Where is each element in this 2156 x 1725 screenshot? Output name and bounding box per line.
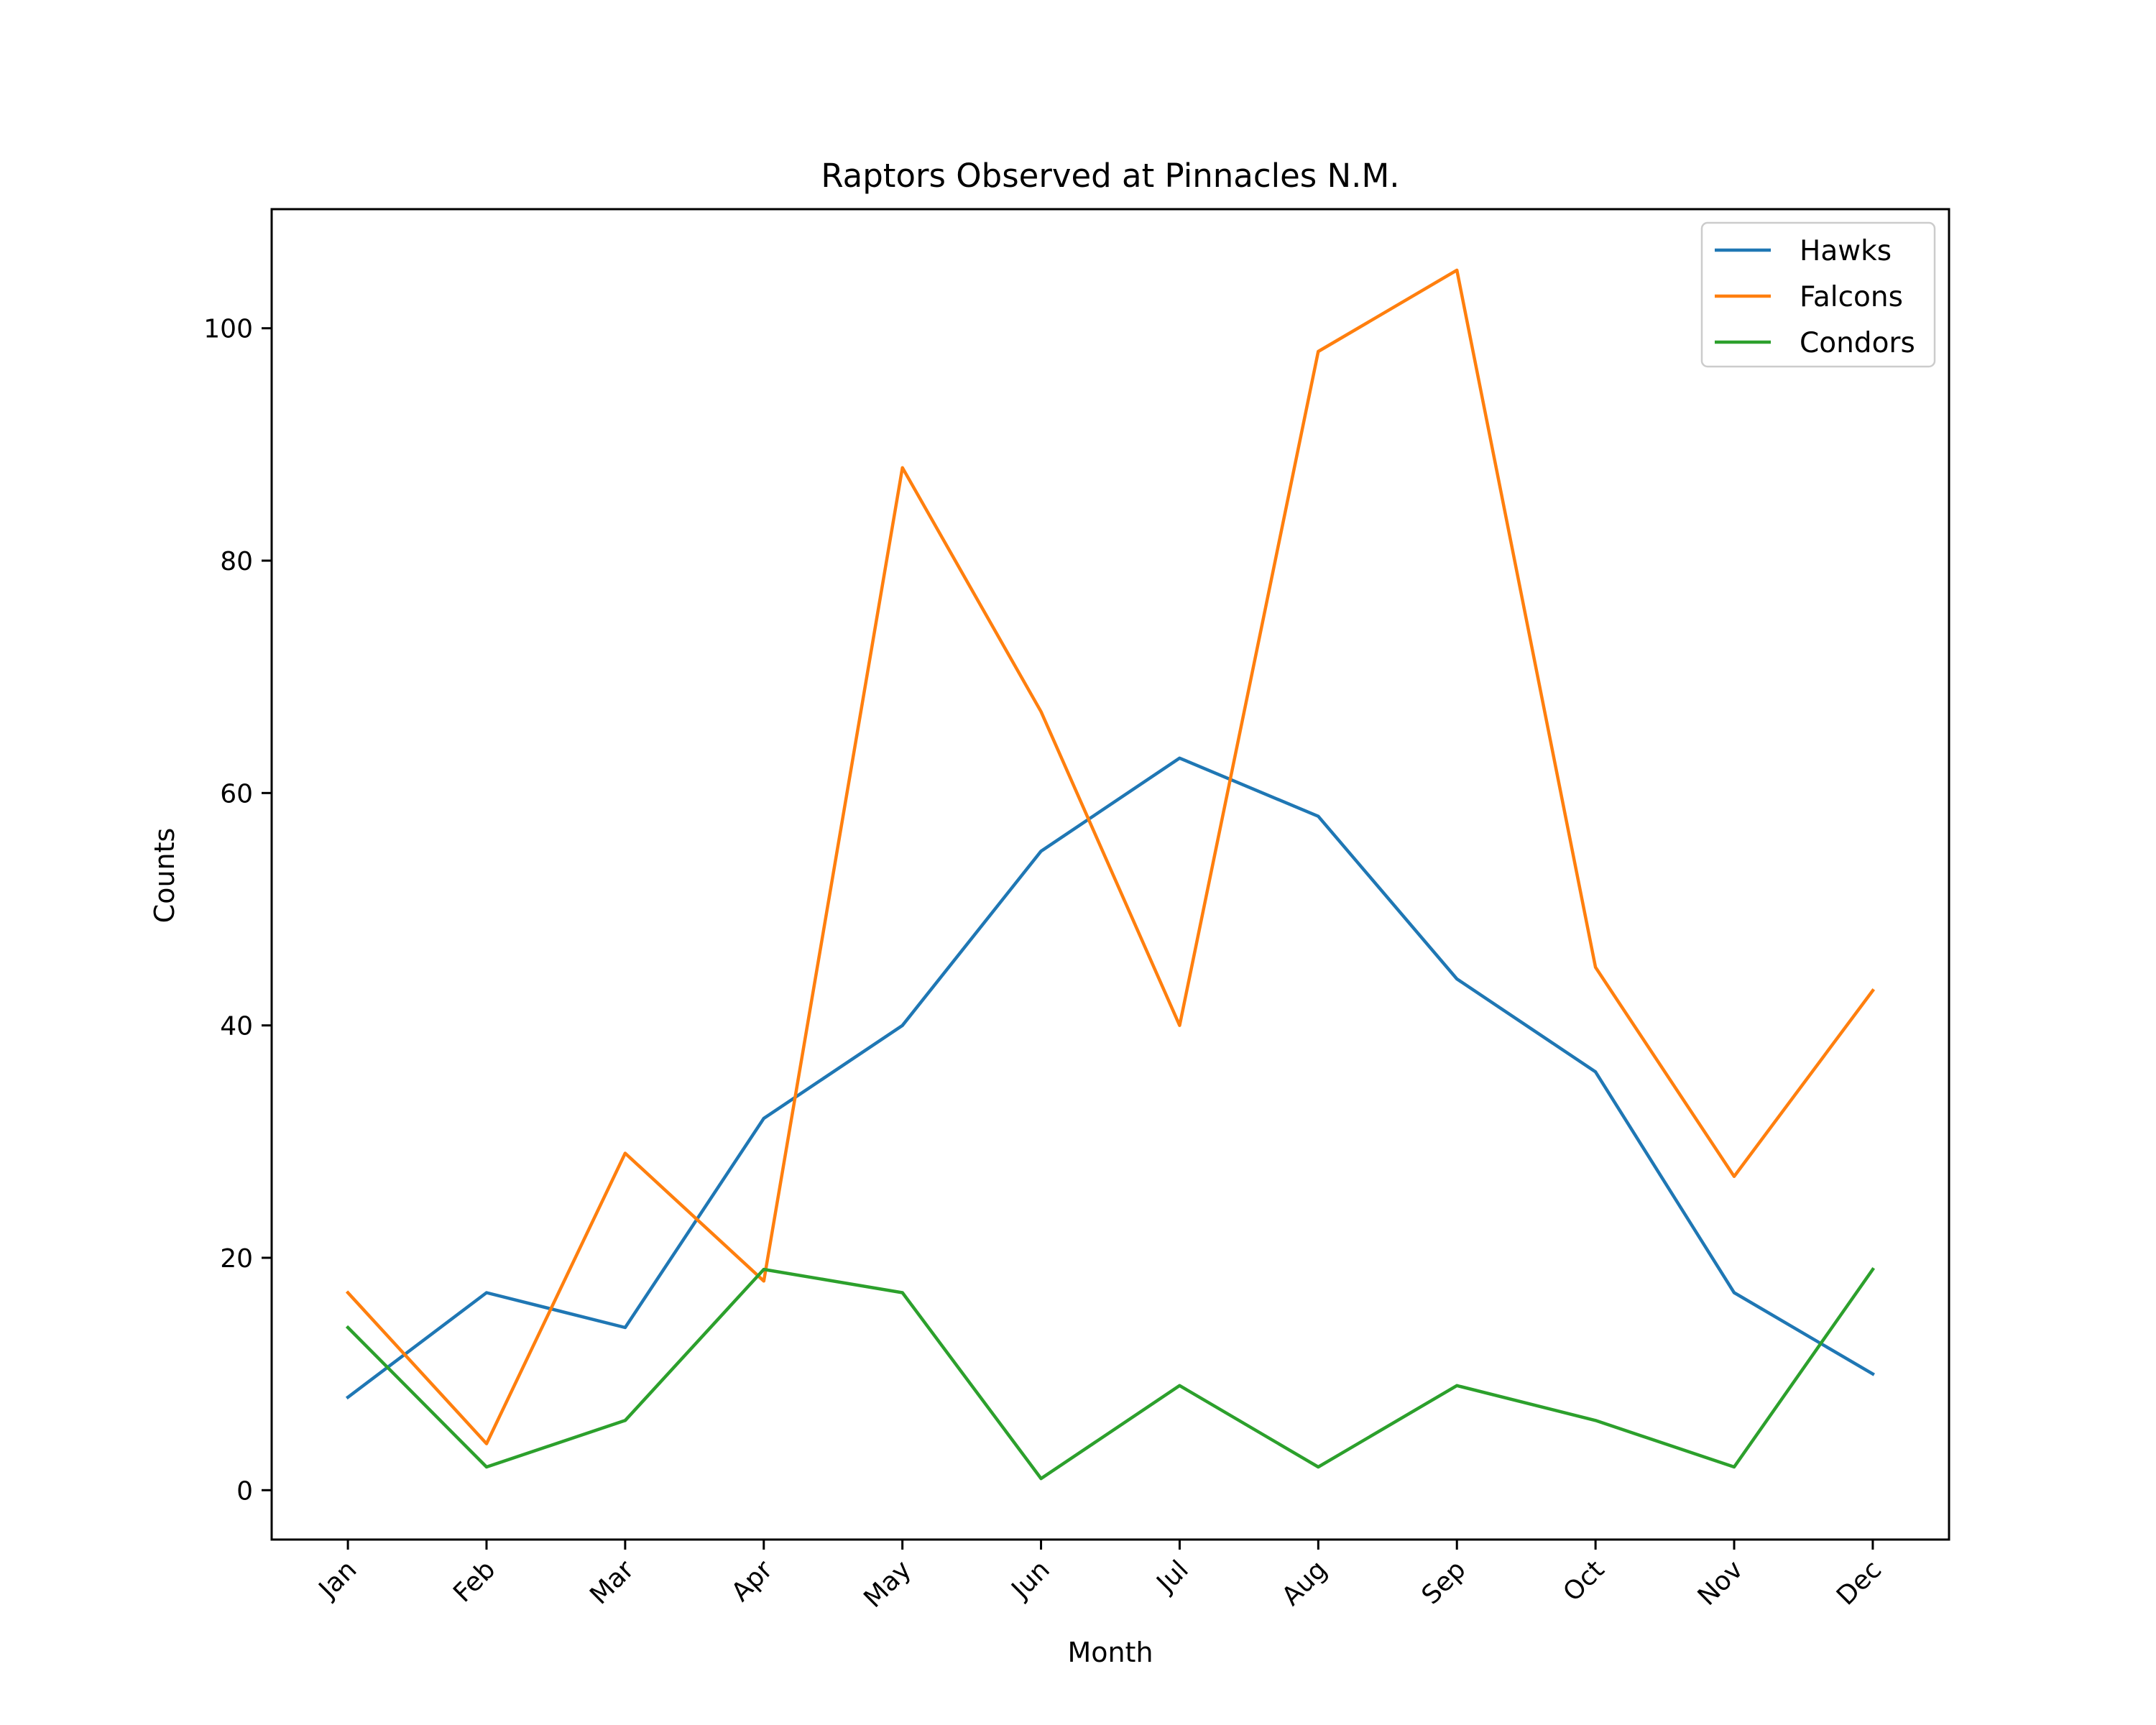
series-line-falcons [345,268,1876,1445]
x-axis: Jan Feb Mar Apr May Jun Jul Aug Sep Oct Nov Dec [313,1540,1887,1614]
legend-label-falcons: Falcons [1800,281,1903,313]
plot-frame [270,208,1950,1541]
y-axis-label: Counts [149,828,180,924]
x-axis-label: Month [1067,1637,1153,1668]
series-layer [345,268,1876,1481]
legend-label-condors: Condors [1800,327,1915,359]
legend-items: Hawks Falcons Condors [1715,235,1915,359]
y-tick-label: 100 [203,315,253,344]
x-tick-label: Feb [448,1555,501,1608]
y-tick-label: 60 [220,779,253,809]
x-tick-label: Sep [1416,1555,1472,1610]
legend: Hawks Falcons Condors [1700,221,1936,368]
x-tick-label: Dec [1831,1555,1887,1611]
x-tick-label: Jun [1005,1555,1056,1605]
x-tick-label: Oct [1557,1555,1610,1607]
y-tick-label: 0 [236,1476,253,1506]
x-tick-label: Jan [313,1555,363,1605]
y-axis: 0 20 40 60 80 100 [203,315,272,1506]
legend-label-hawks: Hawks [1800,235,1892,267]
x-tick-label: May [858,1555,917,1614]
x-tick-label: Mar [584,1555,640,1610]
x-tick-label: Jul [1151,1555,1194,1598]
plot-area [270,208,1950,1541]
x-tick-label: Nov [1692,1555,1749,1611]
series-line-hawks [345,756,1875,1400]
y-tick-label: 80 [220,547,253,576]
legend-frame [1700,221,1936,368]
series-line-condors [345,1266,1876,1481]
x-tick-label: Aug [1276,1555,1333,1611]
y-tick-label: 40 [220,1012,253,1041]
y-tick-label: 20 [220,1244,253,1274]
x-tick-label: Apr [726,1555,778,1607]
chart-title: Raptors Observed at Pinnacles N.M. [821,157,1399,195]
